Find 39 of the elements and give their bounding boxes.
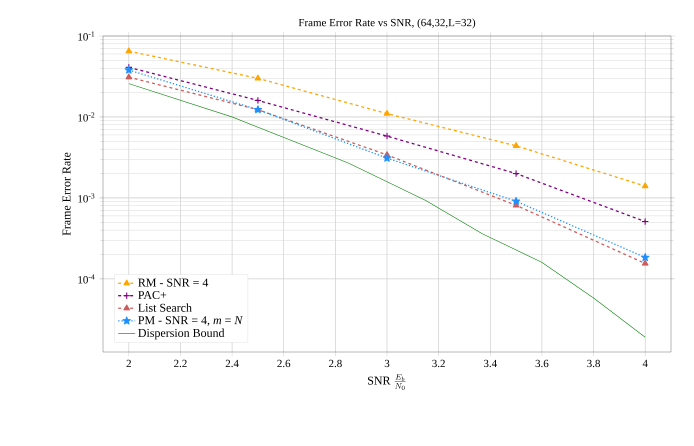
x-tick-label: 3.8 xyxy=(587,360,600,368)
y-axis-title: Frame Error Rate xyxy=(62,152,71,236)
x-tick-label: 2.2 xyxy=(174,360,187,368)
point xyxy=(126,73,132,80)
legend-label: PAC+ xyxy=(138,290,166,299)
point xyxy=(642,182,648,188)
point xyxy=(642,260,648,266)
y-tick-label: 10$^{-4}$ xyxy=(78,274,95,284)
point xyxy=(383,132,391,140)
point xyxy=(640,253,650,262)
point xyxy=(384,110,390,116)
legend-label: PM - SNR = 4, m = N xyxy=(138,316,243,326)
line-series xyxy=(128,83,646,338)
x-tick-label: 4 xyxy=(642,360,648,367)
legend-label: Dispersion Bound xyxy=(138,328,224,340)
point xyxy=(254,96,262,104)
x-tick-label: 2.6 xyxy=(277,360,290,368)
y-tick-label: 10$^{-3}$ xyxy=(78,193,94,202)
point xyxy=(512,170,520,178)
x-tick-label: 3 xyxy=(384,360,390,368)
point xyxy=(126,47,132,54)
y-tick-label: 10$^{-2}$ xyxy=(78,112,94,122)
x-tick-label: 2.8 xyxy=(329,360,342,368)
legend-label: List Search xyxy=(138,303,192,312)
point xyxy=(254,74,262,80)
point xyxy=(382,154,392,162)
legend-label: RM - SNR = 4 xyxy=(138,278,208,287)
x-tick-label: 2.4 xyxy=(226,360,239,368)
point xyxy=(124,66,134,74)
x-axis-title: $\mathrm{SNR}\ \frac{E_b}{N_0}$ xyxy=(368,374,406,390)
x-tick-label: 3.6 xyxy=(536,360,548,368)
x-tick-label: 3.2 xyxy=(432,360,445,368)
x-tick-label: 3.4 xyxy=(484,360,497,368)
y-tick-label: 10$^{-1}$ xyxy=(78,31,94,41)
point xyxy=(512,196,520,205)
chart-title: Frame Error Rate vs SNR, (64,32,L=32) xyxy=(298,18,476,28)
point xyxy=(512,142,520,148)
x-tick-label: 2 xyxy=(126,360,131,368)
point xyxy=(641,218,649,226)
